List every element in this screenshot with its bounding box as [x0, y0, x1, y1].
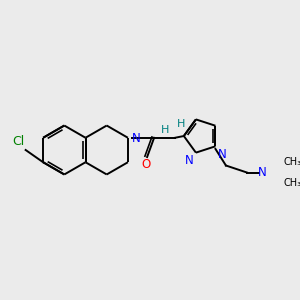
Text: N: N: [184, 154, 193, 167]
Text: N: N: [258, 166, 267, 179]
Text: H: H: [177, 119, 185, 129]
Text: N: N: [218, 148, 227, 161]
Text: Cl: Cl: [13, 135, 25, 148]
Text: CH₃: CH₃: [284, 157, 300, 167]
Text: O: O: [142, 158, 151, 171]
Text: H: H: [161, 125, 170, 135]
Text: CH₃: CH₃: [284, 178, 300, 188]
Text: N: N: [131, 132, 140, 145]
